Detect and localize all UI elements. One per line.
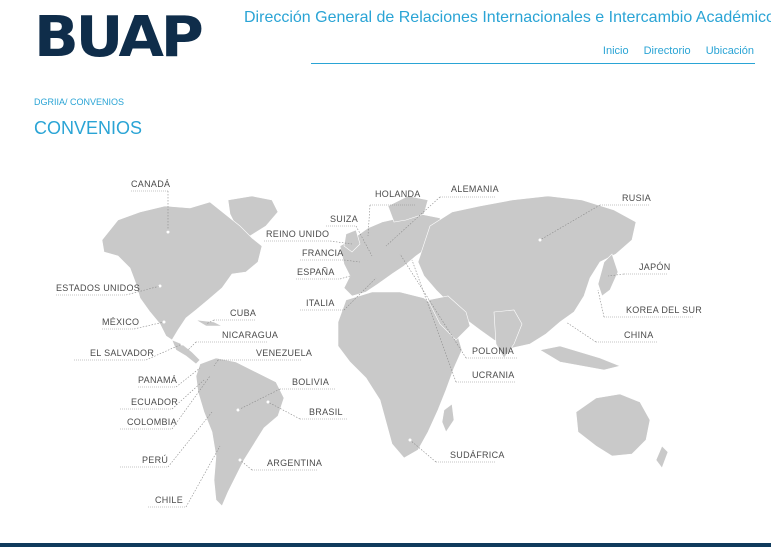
- label-ucrania[interactable]: UCRANIA: [411, 259, 516, 383]
- breadcrumb: DGRIIA/ CONVENIOS: [34, 97, 125, 107]
- top-nav: Inicio Directorio Ubicación: [603, 45, 754, 57]
- buap-logo[interactable]: BUAP: [34, 5, 204, 70]
- nav-directorio[interactable]: Directorio: [643, 45, 691, 57]
- label-peru[interactable]: PERÚ: [120, 411, 213, 468]
- new-zealand-shape: [655, 445, 669, 469]
- label-italia-text: ITALIA: [306, 298, 335, 308]
- india-shape: [493, 309, 523, 359]
- madagascar-shape: [441, 403, 455, 433]
- label-el-salvador-text: EL SALVADOR: [90, 348, 154, 358]
- label-chile-text: CHILE: [155, 495, 183, 505]
- landmasses: [101, 195, 669, 507]
- label-panama[interactable]: PANAMÁ: [138, 367, 201, 388]
- label-alemania[interactable]: ALEMANIA: [385, 184, 499, 247]
- label-polonia-text: POLONIA: [472, 346, 514, 356]
- japan-shape: [597, 253, 619, 297]
- label-argentina-text: ARGENTINA: [267, 458, 322, 468]
- label-china-text: CHINA: [624, 330, 654, 340]
- label-bolivia[interactable]: BOLIVIA: [236, 377, 337, 412]
- label-japon[interactable]: JAPÓN: [607, 262, 671, 277]
- label-colombia-text: COLOMBIA: [127, 417, 177, 427]
- label-ecuador[interactable]: ECUADOR: [120, 379, 205, 410]
- south-america-shape: [195, 357, 285, 507]
- nav-inicio[interactable]: Inicio: [602, 45, 629, 57]
- asia-shape: [417, 195, 637, 349]
- label-estados-unidos[interactable]: ESTADOS UNIDOS: [56, 283, 162, 296]
- label-rusia-text: RUSIA: [622, 193, 651, 203]
- label-mexico[interactable]: MÉXICO: [102, 317, 166, 330]
- label-espana-text: ESPAÑA: [297, 267, 335, 277]
- nav-ubicacion[interactable]: Ubicación: [705, 45, 754, 57]
- label-chile[interactable]: CHILE: [148, 445, 221, 508]
- label-peru-text: PERÚ: [142, 455, 168, 465]
- label-mexico-text: MÉXICO: [102, 317, 139, 327]
- label-colombia[interactable]: COLOMBIA: [120, 375, 211, 430]
- world-map: CANADÁ ESTADOS UNIDOS MÉXICO EL SALVADOR: [56, 179, 702, 508]
- indonesia-shape: [539, 345, 621, 371]
- label-francia[interactable]: FRANCIA: [300, 248, 361, 263]
- label-korea-del-sur-text: KOREA DEL SUR: [626, 305, 702, 315]
- north-america-shape: [101, 201, 263, 341]
- label-argentina[interactable]: ARGENTINA: [238, 458, 323, 471]
- label-francia-text: FRANCIA: [302, 248, 344, 258]
- label-polonia[interactable]: POLONIA: [399, 253, 518, 359]
- label-espana[interactable]: ESPAÑA: [296, 267, 351, 280]
- label-suiza-text: SUIZA: [330, 214, 358, 224]
- map-labels: CANADÁ ESTADOS UNIDOS MÉXICO EL SALVADOR: [56, 179, 702, 508]
- label-suiza[interactable]: SUIZA: [326, 214, 373, 257]
- cuba-shape: [195, 319, 223, 327]
- label-japon-text: JAPÓN: [639, 262, 671, 272]
- label-ucrania-text: UCRANIA: [472, 370, 515, 380]
- label-alemania-text: ALEMANIA: [451, 184, 499, 194]
- label-canada[interactable]: CANADÁ: [131, 179, 170, 234]
- europe-shape: [339, 213, 445, 297]
- uk-shape: [343, 229, 361, 253]
- arabia-shape: [427, 295, 471, 341]
- label-estados-unidos-text: ESTADOS UNIDOS: [56, 283, 140, 293]
- label-brasil-text: BRASIL: [309, 407, 343, 417]
- label-korea-del-sur[interactable]: KOREA DEL SUR: [597, 289, 702, 318]
- label-ecuador-text: ECUADOR: [131, 397, 178, 407]
- scandinavia-shape: [387, 195, 429, 223]
- label-cuba[interactable]: CUBA: [205, 308, 256, 325]
- label-nicaragua-text: NICARAGUA: [222, 330, 278, 340]
- label-italia[interactable]: ITALIA: [300, 277, 377, 311]
- footer-bar: [0, 543, 771, 547]
- nav-divider: [311, 63, 755, 64]
- label-el-salvador[interactable]: EL SALVADOR: [74, 342, 184, 361]
- label-sudafrica-text: SUDÁFRICA: [450, 450, 505, 460]
- label-brasil[interactable]: BRASIL: [266, 400, 349, 420]
- label-venezuela[interactable]: VENEZUELA: [213, 348, 312, 367]
- label-bolivia-text: BOLIVIA: [292, 377, 329, 387]
- central-america-shape: [171, 339, 201, 365]
- label-canada-text: CANADÁ: [131, 179, 170, 189]
- label-reino-unido[interactable]: REINO UNIDO: [264, 229, 353, 245]
- page-title: CONVENIOS: [34, 118, 143, 138]
- label-china[interactable]: CHINA: [564, 320, 659, 343]
- label-cuba-text: CUBA: [230, 308, 256, 318]
- label-nicaragua[interactable]: NICARAGUA: [187, 330, 278, 351]
- greenland-shape: [227, 195, 279, 237]
- site-title: Dirección General de Relaciones Internac…: [244, 9, 771, 26]
- label-panama-text: PANAMÁ: [138, 375, 177, 385]
- label-sudafrica[interactable]: SUDÁFRICA: [408, 438, 505, 463]
- australia-shape: [575, 393, 651, 457]
- label-rusia[interactable]: RUSIA: [538, 193, 652, 242]
- label-holanda[interactable]: HOLANDA: [367, 189, 421, 237]
- label-venezuela-text: VENEZUELA: [256, 348, 312, 358]
- label-reino-unido-text: REINO UNIDO: [266, 229, 329, 239]
- label-holanda-text: HOLANDA: [375, 189, 421, 199]
